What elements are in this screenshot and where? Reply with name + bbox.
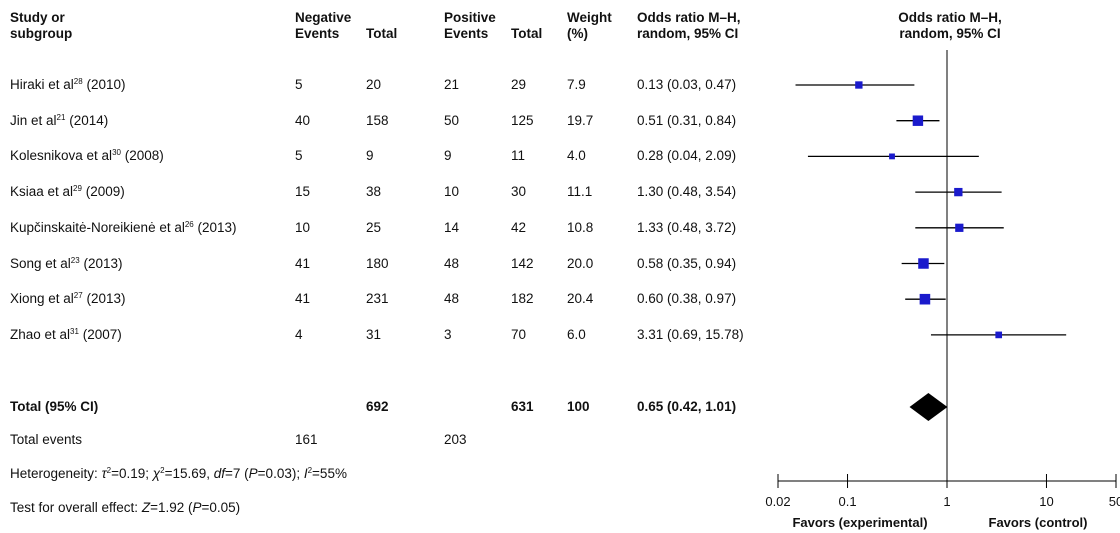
effect-size-marker bbox=[955, 223, 964, 232]
cell-weight: 10.8 bbox=[567, 219, 594, 235]
cell-positive-events: 9 bbox=[444, 148, 452, 164]
cell-negative-events: 10 bbox=[295, 219, 311, 235]
cell-negative-total: 180 bbox=[366, 255, 389, 271]
overall-effect-text: Test for overall effect: Z=1.92 (P=0.05) bbox=[10, 500, 241, 515]
cell-weight: 4.0 bbox=[567, 148, 586, 164]
effect-size-marker bbox=[912, 115, 924, 126]
x-tick-label: 10 bbox=[1039, 494, 1053, 509]
cell-positive-events: 3 bbox=[444, 326, 452, 342]
total-events-positive: 203 bbox=[444, 432, 467, 447]
cell-positive-total: 42 bbox=[511, 219, 527, 235]
cell-negative-events: 5 bbox=[295, 77, 303, 92]
cell-odds-ratio-ci: 0.13 (0.03, 0.47) bbox=[637, 77, 737, 92]
cell-negative-total: 38 bbox=[366, 184, 382, 200]
total-ci: 0.65 (0.42, 1.01) bbox=[637, 399, 737, 414]
cell-weight: 7.9 bbox=[567, 77, 586, 92]
cell-negative-events: 4 bbox=[295, 326, 303, 342]
cell-odds-ratio-ci: 1.33 (0.48, 3.72) bbox=[637, 219, 737, 235]
header-positive-total: Total bbox=[511, 26, 543, 41]
total-negative-total: 692 bbox=[366, 399, 389, 414]
x-tick-label: 1 bbox=[943, 494, 950, 509]
cell-negative-total: 231 bbox=[366, 291, 389, 307]
effect-size-marker bbox=[918, 258, 929, 269]
cell-weight: 19.7 bbox=[567, 112, 594, 128]
study-name: Xiong et al27 (2013) bbox=[10, 291, 126, 307]
cell-odds-ratio-ci: 0.60 (0.38, 0.97) bbox=[637, 291, 737, 307]
cell-positive-events: 48 bbox=[444, 291, 460, 307]
header-negative-total: Total bbox=[366, 26, 398, 41]
cell-negative-total: 31 bbox=[366, 326, 382, 342]
cell-weight: 11.1 bbox=[567, 184, 593, 200]
heterogeneity-text: Heterogeneity: τ2=0.19; χ2=15.69, df=7 (… bbox=[10, 466, 347, 481]
cell-negative-events: 40 bbox=[295, 112, 311, 128]
cell-weight: 6.0 bbox=[567, 326, 586, 342]
study-name: Kupčinskaitė-Noreikienė et al26 (2013) bbox=[10, 219, 237, 235]
header-study-line2: subgroup bbox=[10, 26, 73, 41]
cell-positive-total: 182 bbox=[511, 291, 534, 307]
cell-odds-ratio-ci: 0.51 (0.31, 0.84) bbox=[637, 112, 737, 128]
x-tick-label: 0.1 bbox=[838, 494, 856, 509]
header-or-line1: Odds ratio M–H, bbox=[637, 10, 741, 25]
cell-positive-events: 14 bbox=[444, 219, 460, 235]
cell-positive-total: 125 bbox=[511, 112, 534, 128]
cell-positive-total: 29 bbox=[511, 77, 527, 92]
pooled-effect-diamond bbox=[909, 393, 948, 421]
header-positive: Positive bbox=[444, 10, 496, 25]
study-name: Kolesnikova et al30 (2008) bbox=[10, 148, 164, 164]
header-plot-line2: random, 95% CI bbox=[899, 26, 1001, 41]
cell-negative-total: 9 bbox=[366, 148, 374, 164]
study-name: Jin et al21 (2014) bbox=[10, 112, 109, 128]
cell-weight: 20.4 bbox=[567, 291, 594, 307]
cell-positive-total: 142 bbox=[511, 255, 534, 271]
study-name: Hiraki et al28 (2010) bbox=[10, 77, 126, 92]
cell-negative-events: 15 bbox=[295, 184, 311, 200]
study-name: Ksiaa et al29 (2009) bbox=[10, 184, 125, 200]
x-tick-label: 50 bbox=[1109, 494, 1120, 509]
cell-negative-events: 5 bbox=[295, 148, 303, 164]
header-negative: Negative bbox=[295, 10, 352, 25]
total-positive-total: 631 bbox=[511, 399, 534, 414]
header-negative-events: Events bbox=[295, 26, 340, 41]
cell-odds-ratio-ci: 1.30 (0.48, 3.54) bbox=[637, 184, 737, 200]
favors-experimental-label: Favors (experimental) bbox=[792, 515, 927, 530]
header-or-line2: random, 95% CI bbox=[637, 26, 739, 41]
total-events-label: Total events bbox=[10, 432, 83, 447]
total-events-negative: 161 bbox=[295, 432, 318, 447]
header-plot-line1: Odds ratio M–H, bbox=[898, 10, 1002, 25]
header-weight-line1: Weight bbox=[567, 10, 612, 25]
cell-positive-events: 50 bbox=[444, 112, 460, 128]
cell-odds-ratio-ci: 0.58 (0.35, 0.94) bbox=[637, 255, 737, 271]
favors-control-label: Favors (control) bbox=[989, 515, 1088, 530]
total-label: Total (95% CI) bbox=[10, 399, 99, 414]
header-weight-line2: (%) bbox=[567, 26, 588, 41]
effect-size-marker bbox=[995, 331, 1003, 339]
total-weight: 100 bbox=[567, 399, 590, 414]
effect-size-marker bbox=[954, 187, 963, 197]
cell-negative-total: 158 bbox=[366, 112, 389, 128]
cell-positive-total: 70 bbox=[511, 326, 527, 342]
cell-positive-events: 48 bbox=[444, 255, 460, 271]
cell-negative-total: 25 bbox=[366, 219, 382, 235]
cell-negative-total: 20 bbox=[366, 77, 382, 92]
effect-size-marker bbox=[855, 81, 863, 89]
effect-size-marker bbox=[919, 293, 931, 305]
x-tick-label: 0.02 bbox=[765, 494, 790, 509]
cell-positive-total: 30 bbox=[511, 184, 527, 200]
header-study-line1: Study or bbox=[10, 10, 65, 25]
cell-positive-total: 11 bbox=[511, 148, 526, 164]
cell-positive-events: 21 bbox=[444, 77, 460, 92]
cell-positive-events: 10 bbox=[444, 184, 460, 200]
study-name: Zhao et al31 (2007) bbox=[10, 326, 122, 342]
header-positive-events: Events bbox=[444, 26, 489, 41]
cell-negative-events: 41 bbox=[295, 255, 311, 271]
cell-negative-events: 41 bbox=[295, 291, 311, 307]
effect-size-marker bbox=[889, 153, 895, 160]
cell-weight: 20.0 bbox=[567, 255, 594, 271]
cell-odds-ratio-ci: 3.31 (0.69, 15.78) bbox=[637, 326, 744, 342]
study-name: Song et al23 (2013) bbox=[10, 255, 123, 271]
cell-odds-ratio-ci: 0.28 (0.04, 2.09) bbox=[637, 148, 737, 164]
